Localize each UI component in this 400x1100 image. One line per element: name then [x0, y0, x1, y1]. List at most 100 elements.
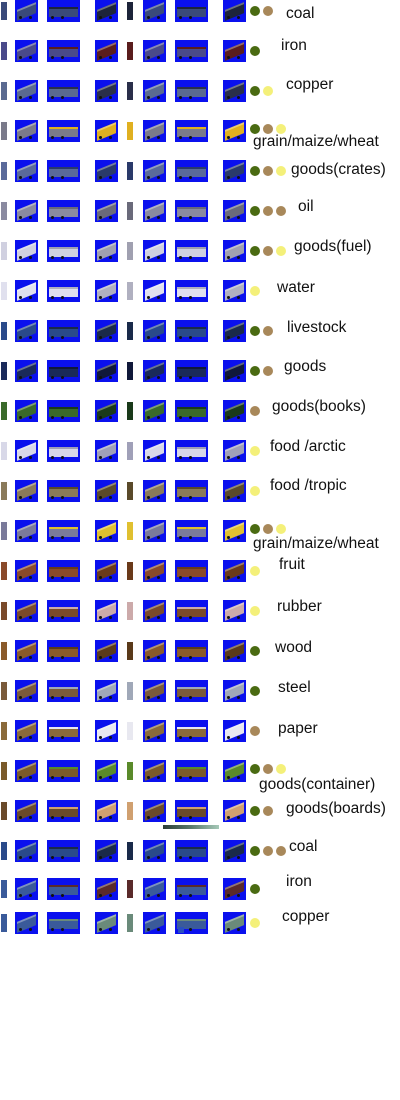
wagon-sprite	[0, 480, 8, 502]
wagon-sprite	[126, 160, 134, 182]
cargo-dot-green	[250, 124, 260, 134]
wagon-sprite	[126, 280, 134, 302]
wagon-sprite	[15, 120, 38, 142]
wagon-sprite	[15, 720, 38, 742]
wagon-sprite	[175, 878, 208, 900]
cargo-dot-brown	[263, 846, 273, 856]
wagon-sprite	[47, 760, 80, 782]
wagon-sprite	[175, 160, 208, 182]
wagon-sprite	[175, 840, 208, 862]
wagon-sprite	[47, 480, 80, 502]
wagon-sprite	[15, 480, 38, 502]
wagon-sprite	[95, 480, 118, 502]
wagon-sprite	[95, 0, 118, 22]
wagon-sprite	[0, 560, 8, 582]
wagon-sprite	[175, 320, 208, 342]
wagon-sprite	[126, 120, 134, 142]
wagon-sprite	[0, 878, 8, 900]
cargo-dot-yellow	[250, 286, 260, 296]
wagon-sprite	[223, 560, 246, 582]
cargo-label: coal	[286, 5, 315, 22]
cargo-label: oil	[298, 198, 314, 215]
wagon-sprite	[0, 600, 8, 622]
wagon-sprite	[95, 520, 118, 542]
wagon-sprite	[143, 400, 166, 422]
wagon-sprite	[143, 200, 166, 222]
wagon-sprite	[15, 560, 38, 582]
wagon-sprite	[143, 680, 166, 702]
wagon-sprite	[126, 878, 134, 900]
wagon-sprite	[223, 840, 246, 862]
wagon-sprite	[223, 160, 246, 182]
wagon-sprite	[175, 520, 208, 542]
cargo-label: copper	[286, 76, 334, 93]
wagon-sprite	[223, 440, 246, 462]
marker-pixel	[178, 927, 184, 933]
wagon-sprite	[95, 878, 118, 900]
wagon-sprite	[175, 0, 208, 22]
wagon-sprite	[47, 560, 80, 582]
wagon-sprite	[47, 878, 80, 900]
wagon-sprite	[95, 680, 118, 702]
cargo-dot-yellow	[250, 446, 260, 456]
cargo-dot-green	[250, 246, 260, 256]
wagon-sprite	[95, 440, 118, 462]
wagon-sprite	[143, 240, 166, 262]
wagon-sprite	[223, 600, 246, 622]
wagon-sprite	[15, 400, 38, 422]
cargo-label: livestock	[287, 319, 347, 336]
wagon-sprite	[0, 0, 8, 22]
cargo-dot-brown	[263, 764, 273, 774]
wagon-sprite	[126, 720, 134, 742]
wagon-sprite	[15, 80, 38, 102]
wagon-sprite	[15, 160, 38, 182]
cargo-label: goods(container)	[259, 776, 376, 793]
cargo-dot-brown	[276, 206, 286, 216]
cargo-row	[0, 680, 400, 716]
cargo-dot-yellow	[276, 246, 286, 256]
wagon-sprite	[126, 560, 134, 582]
cargo-dot-green	[250, 846, 260, 856]
wagon-sprite	[0, 800, 8, 822]
wagon-sprite	[223, 800, 246, 822]
wagon-sprite	[126, 680, 134, 702]
wagon-sprite	[223, 912, 246, 934]
wagon-sprite	[0, 240, 8, 262]
wagon-sprite	[175, 640, 208, 662]
wagon-sprite	[95, 912, 118, 934]
wagon-sprite	[175, 600, 208, 622]
wagon-sprite	[47, 240, 80, 262]
wagon-sprite	[175, 400, 208, 422]
cargo-dot-brown	[263, 246, 273, 256]
cargo-dot-green	[250, 326, 260, 336]
cargo-label: grain/maize/wheat	[253, 133, 379, 150]
wagon-sprite	[95, 120, 118, 142]
wagon-sprite	[143, 120, 166, 142]
cargo-dot-green	[250, 524, 260, 534]
wagon-sprite	[95, 200, 118, 222]
wagon-sprite	[223, 878, 246, 900]
cargo-dot-green	[250, 686, 260, 696]
wagon-sprite	[0, 912, 8, 934]
wagon-sprite	[47, 840, 80, 862]
cargo-row	[0, 800, 400, 836]
wagon-sprite	[175, 720, 208, 742]
wagon-sprite	[47, 912, 80, 934]
wagon-sprite	[0, 200, 8, 222]
wagon-sprite	[143, 720, 166, 742]
wagon-sprite	[175, 760, 208, 782]
cargo-label: goods	[284, 358, 327, 375]
wagon-sprite	[143, 280, 166, 302]
cargo-dot-brown	[250, 406, 260, 416]
wagon-sprite	[143, 80, 166, 102]
cargo-dot-green	[250, 46, 260, 56]
cargo-label: coal	[289, 838, 318, 855]
cargo-label: goods(books)	[272, 398, 366, 415]
cargo-row	[0, 40, 400, 76]
wagon-sprite	[47, 680, 80, 702]
wagon-sprite	[126, 480, 134, 502]
wagon-sprite	[15, 640, 38, 662]
wagon-sprite	[47, 320, 80, 342]
wagon-sprite	[223, 720, 246, 742]
wagon-sprite	[15, 280, 38, 302]
